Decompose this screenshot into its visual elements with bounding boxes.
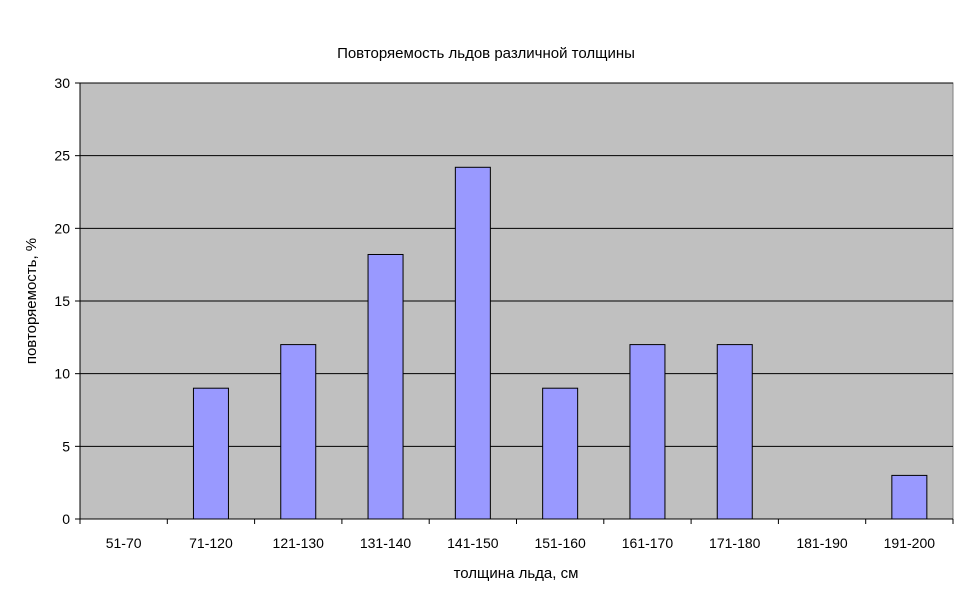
bar-151-160 (542, 387, 579, 520)
y-tick-labels: 0 5 10 15 20 25 30 (54, 75, 70, 527)
bar-171-180 (716, 344, 753, 520)
y-axis-label: повторяемость, % (23, 238, 40, 364)
x-tick-labels: 51-70 71-120 121-130 131-140 141-150 151-160 1… (106, 535, 936, 551)
y-tick-label: 30 (54, 75, 70, 91)
x-tick-label: 171-180 (709, 535, 761, 551)
y-tick-label: 25 (54, 148, 70, 164)
y-tick-label: 0 (62, 511, 70, 527)
y-tick-label: 20 (54, 220, 70, 236)
bar-191-200 (891, 474, 928, 520)
bar-141-150 (454, 166, 491, 520)
bar-71-120 (192, 387, 229, 520)
chart-title: Повторяемость льдов различной толщины (337, 45, 635, 62)
y-tick-label: 15 (54, 293, 70, 309)
x-tick-label: 141-150 (447, 535, 499, 551)
x-tick-label: 131-140 (360, 535, 412, 551)
x-tick-label: 71-120 (189, 535, 233, 551)
x-tick-label: 121-130 (273, 535, 325, 551)
bars (192, 166, 928, 520)
y-tick-label: 10 (54, 366, 70, 382)
bar-131-140 (367, 253, 404, 520)
x-axis-label: толщина льда, см (454, 565, 579, 582)
x-tick-label: 181-190 (796, 535, 848, 551)
x-tick-label: 51-70 (106, 535, 142, 551)
x-tick-label: 191-200 (884, 535, 936, 551)
x-tick-label: 161-170 (622, 535, 674, 551)
axes (75, 82, 954, 524)
y-tick-label: 5 (62, 438, 70, 454)
bar-161-170 (629, 344, 666, 520)
x-tick-label: 151-160 (534, 535, 586, 551)
bar-121-130 (280, 344, 317, 520)
